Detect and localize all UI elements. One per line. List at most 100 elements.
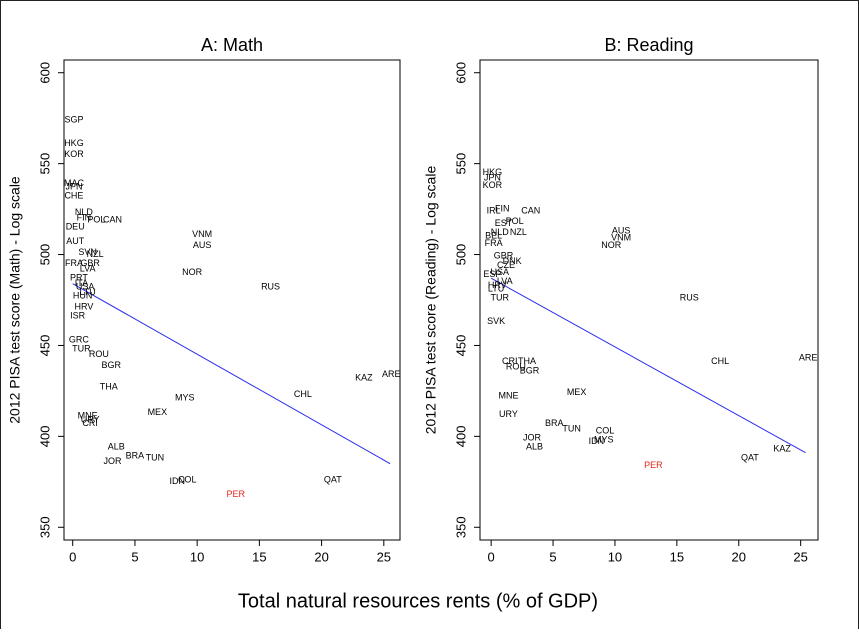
point-label: LTU: [79, 287, 95, 297]
x-tick-label: 15: [252, 549, 266, 564]
x-tick-label: 20: [314, 549, 328, 564]
point-label: GBR: [494, 251, 514, 261]
point-label: HRV: [74, 302, 93, 312]
y-axis-label: 2012 PISA test score (Reading) - Log sca…: [423, 166, 439, 435]
point-label: MYS: [594, 434, 614, 444]
point-label: ARE: [799, 353, 818, 363]
x-tick-label: 5: [131, 549, 138, 564]
x-tick-label: 10: [608, 549, 622, 564]
y-axis-label: 2012 PISA test score (Math) - Log scale: [7, 176, 23, 424]
point-label: NZL: [510, 227, 527, 237]
point-label: URY: [499, 409, 518, 419]
y-tick-label: 400: [453, 426, 468, 448]
point-label: JPN: [484, 173, 501, 183]
point-label: ROU: [506, 362, 526, 372]
point-label: TUR: [491, 293, 510, 303]
point-label: PER: [644, 460, 663, 470]
x-tick-label: 25: [793, 549, 807, 564]
fit-line: [490, 277, 806, 454]
point-label: MNE: [498, 391, 518, 401]
point-label: TUN: [562, 423, 581, 433]
x-tick-label: 0: [69, 549, 76, 564]
point-label: SVK: [487, 316, 505, 326]
point-label: CHL: [294, 389, 312, 399]
point-label: NZL: [87, 249, 104, 259]
point-label: NOR: [601, 240, 622, 250]
point-label: QAT: [324, 474, 342, 484]
chart-title: B: Reading: [604, 35, 693, 55]
y-tick-label: 400: [37, 426, 52, 448]
point-label: RUS: [680, 293, 699, 303]
point-label: BRA: [545, 418, 564, 428]
point-label: VNM: [192, 229, 212, 239]
point-label: AUS: [612, 225, 631, 235]
point-label: USA: [491, 267, 510, 277]
point-label: CAN: [521, 205, 540, 215]
point-label: ESP: [483, 269, 501, 279]
point-label: JOR: [523, 433, 542, 443]
point-label: LVA: [80, 263, 96, 273]
point-label: THA: [518, 356, 536, 366]
y-tick-label: 550: [453, 153, 468, 175]
point-label: ISR: [70, 311, 86, 321]
point-label: JPN: [65, 182, 82, 192]
point-label: MEX: [148, 407, 168, 417]
point-label: COL: [596, 425, 615, 435]
point-label: ARE: [382, 369, 401, 379]
y-tick-label: 550: [37, 153, 52, 175]
point-label: AUS: [193, 240, 212, 250]
point-label: IRL: [487, 205, 501, 215]
point-label: NLD: [491, 227, 510, 237]
point-label: NOR: [182, 267, 203, 277]
point-label: BEL: [485, 231, 502, 241]
point-label: CHL: [711, 356, 729, 366]
plot-area: [479, 59, 819, 541]
point-label: MEX: [567, 387, 587, 397]
point-label: POL: [506, 216, 524, 226]
point-label: VNM: [611, 233, 631, 243]
point-label: ITA: [75, 278, 88, 288]
point-label: EST: [495, 218, 513, 228]
point-label: COL: [178, 474, 197, 484]
x-tick-label: 5: [549, 549, 556, 564]
y-tick-label: 450: [453, 335, 468, 357]
x-tick-label: 20: [732, 549, 746, 564]
chart-title: A: Math: [201, 35, 263, 55]
point-label: TUN: [146, 453, 165, 463]
point-label: QAT: [741, 453, 759, 463]
point-label: KAZ: [773, 443, 791, 453]
point-label: THA: [100, 382, 118, 392]
point-label: CAN: [103, 214, 122, 224]
point-label: GRC: [69, 334, 90, 344]
point-label: RUS: [261, 282, 280, 292]
y-tick-label: 500: [453, 244, 468, 266]
point-label: CRI: [502, 356, 518, 366]
point-label: DNK: [503, 256, 522, 266]
point-label: NLD: [75, 207, 94, 217]
point-label: SGP: [64, 114, 83, 124]
point-label: ROU: [89, 349, 109, 359]
y-tick-label: 350: [37, 516, 52, 538]
point-label: CZE: [497, 260, 515, 270]
x-tick-label: 25: [377, 549, 391, 564]
point-label: FIN: [495, 203, 510, 213]
point-label: LVA: [497, 276, 513, 286]
point-label: KAZ: [355, 373, 373, 383]
point-label: POL: [87, 214, 105, 224]
point-label: PER: [226, 489, 245, 499]
y-tick-label: 450: [37, 335, 52, 357]
point-label: SVN: [78, 247, 97, 257]
point-label: URY: [81, 414, 100, 424]
point-label: JOR: [104, 456, 123, 466]
point-label: LTU: [488, 283, 504, 293]
point-label: BGR: [520, 365, 540, 375]
y-tick-label: 600: [453, 62, 468, 84]
point-label: ALB: [526, 442, 543, 452]
point-label: TUR: [72, 343, 91, 353]
point-label: AUT: [66, 236, 85, 246]
point-label: HKG: [64, 138, 84, 148]
x-axis-label: Total natural resources rents (% of GDP): [238, 590, 598, 612]
y-tick-label: 500: [37, 244, 52, 266]
